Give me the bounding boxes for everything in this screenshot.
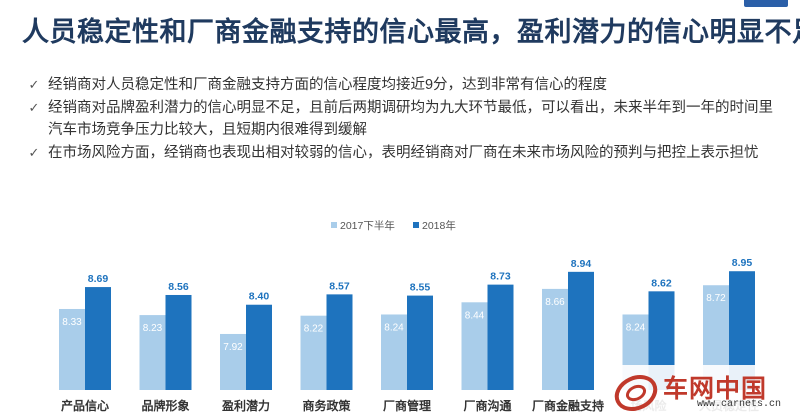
logo-watermark: 车网中国 www.carnets.cn (605, 365, 800, 420)
bullet-item: ✓ 经销商对品牌盈利潜力的信心明显不足，且前后两期调研均为九大环节最低，可以看出… (26, 97, 786, 141)
bar-2018 (246, 304, 272, 390)
check-icon: ✓ (28, 77, 40, 92)
legend-swatch-0 (331, 222, 337, 228)
legend-swatch-1 (413, 222, 419, 228)
logo-icon (614, 374, 658, 412)
bullet-text: 在市场风险方面，经销商也表现出相对较弱的信心，表明经销商对厂商在未来市场风险的预… (48, 145, 759, 161)
logo-name: 车网中国 (663, 375, 768, 403)
data-label-2018: 8.62 (651, 277, 672, 289)
bar-2018 (487, 284, 514, 390)
category-label: 盈利潜力 (221, 398, 270, 413)
bar-2018 (165, 294, 192, 390)
category-label: 商务政策 (302, 398, 351, 413)
legend-label-1: 2018年 (422, 219, 456, 232)
bar-2017 (461, 302, 488, 390)
category-label: 厂商金融支持 (532, 398, 604, 413)
bar-2018 (407, 295, 433, 390)
data-label-2018: 8.57 (329, 280, 350, 292)
category-label: 产品信心 (61, 398, 109, 413)
data-label-2017: 8.66 (545, 297, 565, 308)
bar-2018 (568, 271, 594, 390)
data-label-2018: 8.73 (490, 271, 511, 283)
bar-2018 (85, 287, 111, 390)
data-label-2017: 8.23 (143, 323, 163, 334)
data-label-2017: 8.72 (706, 293, 726, 304)
data-label-2018: 8.95 (732, 257, 753, 269)
data-label-2017: 8.24 (626, 322, 646, 333)
data-label-2017: 8.33 (62, 317, 82, 328)
data-label-2017: 8.22 (304, 324, 324, 335)
bar-2017 (139, 315, 166, 390)
bar-2017 (542, 288, 568, 390)
legend-label-0: 2017下半年 (340, 219, 395, 232)
bullet-text: 经销商对品牌盈利潜力的信心明显不足，且前后两期调研均为九大环节最低，可以看出，未… (48, 100, 773, 138)
data-label-2018: 8.56 (168, 281, 189, 293)
bar-2018 (326, 294, 353, 390)
bar-2017 (220, 333, 246, 390)
data-label-2017: 8.24 (384, 322, 404, 333)
data-label-2018: 8.40 (249, 291, 270, 303)
category-label: 厂商管理 (383, 398, 431, 413)
bar-2017 (59, 308, 85, 390)
page-title: 人员稳定性和厂商金融支持的信心最高，盈利潜力的信心明显不足 (22, 17, 800, 47)
corner-brand-mark (744, 0, 788, 7)
logo-url: www.carnets.cn (697, 399, 782, 410)
bar-2017 (381, 314, 407, 390)
bullet-list: ✓ 经销商对人员稳定性和厂商金融支持方面的信心程度均接近9分，达到非常有信心的程… (26, 74, 786, 165)
data-label-2018: 8.94 (571, 258, 592, 270)
data-label-2017: 7.92 (223, 342, 243, 353)
category-label: 品牌形象 (141, 398, 189, 413)
data-label-2017: 8.44 (465, 310, 485, 321)
check-icon: ✓ (28, 145, 40, 160)
check-icon: ✓ (28, 100, 40, 115)
bullet-text: 经销商对人员稳定性和厂商金融支持方面的信心程度均接近9分，达到非常有信心的程度 (48, 77, 608, 93)
data-label-2018: 8.55 (410, 282, 431, 294)
data-label-2018: 8.69 (88, 273, 109, 285)
bullet-item: ✓ 经销商对人员稳定性和厂商金融支持方面的信心程度均接近9分，达到非常有信心的程… (26, 74, 786, 96)
bullet-item: ✓ 在市场风险方面，经销商也表现出相对较弱的信心，表明经销商对厂商在未来市场风险… (26, 142, 786, 164)
bar-2017 (300, 315, 327, 390)
category-label: 厂商沟通 (463, 398, 511, 413)
